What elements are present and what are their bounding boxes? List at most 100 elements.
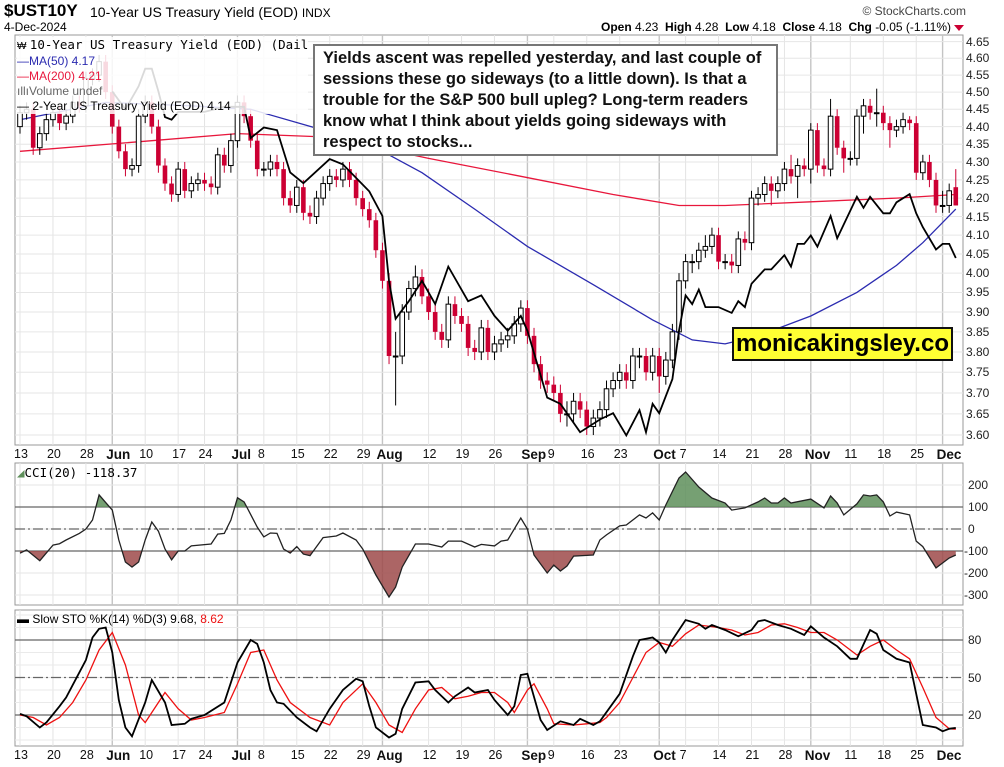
candle: [366, 201, 372, 228]
candle: [326, 169, 333, 191]
candle-body: [689, 261, 695, 264]
candle: [801, 158, 807, 177]
candle: [373, 212, 379, 258]
candle-body: [281, 169, 286, 199]
candle: [169, 176, 174, 202]
candle: [775, 176, 781, 199]
candle-body: [504, 335, 511, 341]
sto-title: Slow STO %K(14) %D(3): [32, 612, 167, 626]
candle-body: [953, 187, 959, 206]
watermark-logo: monicakingsley.co: [732, 327, 953, 361]
candle-body: [577, 401, 583, 410]
candle-body: [188, 183, 195, 192]
candle-body: [472, 347, 478, 352]
candle-body: [702, 245, 709, 251]
candle-body: [373, 220, 379, 251]
candle-body: [610, 380, 616, 390]
cci-legend: ◢CCI(20) -118.37: [17, 465, 137, 480]
ohlc-readout: Open 4.23 High 4.28 Low 4.18 Close 4.18 …: [601, 20, 964, 34]
y-tick-label: 4.45: [966, 102, 990, 117]
x-tick-label: Dec: [936, 447, 962, 462]
candle: [781, 161, 788, 191]
candle-body: [208, 183, 214, 188]
y-tick-label: 4.60: [966, 51, 990, 66]
candle-body: [301, 187, 306, 213]
candle-body: [827, 115, 834, 170]
candle-body: [735, 238, 742, 266]
x-tick-label: 10: [139, 447, 154, 461]
candle-body: [182, 169, 188, 191]
candle: [939, 190, 946, 213]
candle: [834, 109, 840, 155]
x-tick-label: Aug: [376, 748, 403, 763]
candle: [485, 319, 491, 361]
candle: [307, 205, 313, 224]
cci-line: [19, 471, 957, 599]
candle: [392, 331, 399, 406]
x-tick-label: Aug: [376, 447, 403, 462]
candle: [815, 123, 820, 173]
x-tick-label: 11: [844, 447, 858, 461]
candle-body: [57, 112, 62, 124]
x-tick-label: 28: [778, 447, 793, 461]
x-tick-label: 23: [613, 447, 628, 461]
candle-body: [254, 140, 260, 170]
y-tick-label: 3.70: [966, 385, 990, 400]
candle: [702, 235, 709, 258]
line-swatch-icon: —: [17, 99, 29, 113]
candle-body: [445, 303, 452, 341]
candle-body: [123, 151, 128, 170]
y-tick-label: 3.95: [966, 285, 990, 300]
candle: [182, 161, 188, 199]
x-tick-label: 11: [844, 748, 858, 762]
candle-body: [116, 126, 122, 152]
candle: [472, 339, 478, 361]
y-tick-label: 3.90: [966, 305, 990, 320]
candle: [610, 372, 616, 398]
candle: [788, 154, 794, 184]
candle-body: [946, 190, 952, 206]
candle-body: [847, 157, 854, 160]
candle: [867, 98, 873, 120]
candle-body: [913, 123, 919, 173]
candle: [386, 273, 392, 365]
candle-body: [412, 276, 419, 290]
x-tick-label: 21: [745, 447, 760, 461]
candle: [695, 242, 702, 270]
y-tick-label: 4.35: [966, 137, 990, 152]
x-tick-label: Dec: [936, 748, 962, 763]
candle: [933, 172, 939, 213]
candle: [616, 364, 623, 389]
candle: [525, 300, 530, 344]
candle-body: [623, 372, 629, 381]
candle-body: [432, 312, 438, 332]
x-tick-label: 20: [46, 748, 61, 762]
candle-body: [900, 119, 906, 128]
x-tick-label: 25: [910, 447, 925, 461]
x-tick-label: 9: [547, 447, 555, 461]
k-value: 9.68: [170, 612, 194, 626]
candle-body: [129, 165, 135, 170]
candle-body: [544, 380, 550, 385]
candle-body: [525, 308, 530, 336]
y-tick-label: 4.25: [966, 172, 990, 187]
x-tick-label: 26: [488, 748, 503, 762]
x-tick-label: Nov: [804, 447, 831, 462]
candle-body: [775, 183, 781, 192]
candle-body: [439, 331, 445, 340]
candle: [498, 331, 504, 352]
x-tick-label: 15: [290, 447, 305, 461]
candle-body: [716, 235, 721, 262]
candle-body: [873, 112, 880, 115]
candle-body: [616, 371, 623, 382]
sto-legend: ▬ Slow STO %K(14) %D(3) 9.68, 8.62: [17, 612, 224, 626]
candle: [43, 112, 50, 141]
candle: [432, 304, 438, 340]
line-swatch-icon: —: [17, 69, 29, 83]
y-tick-label: 4.50: [966, 85, 990, 100]
candle-body: [682, 261, 689, 282]
x-tick-label: Jun: [106, 748, 131, 763]
candle-body: [603, 388, 610, 411]
candle-body: [927, 161, 932, 180]
x-tick-label: 8: [257, 748, 265, 762]
